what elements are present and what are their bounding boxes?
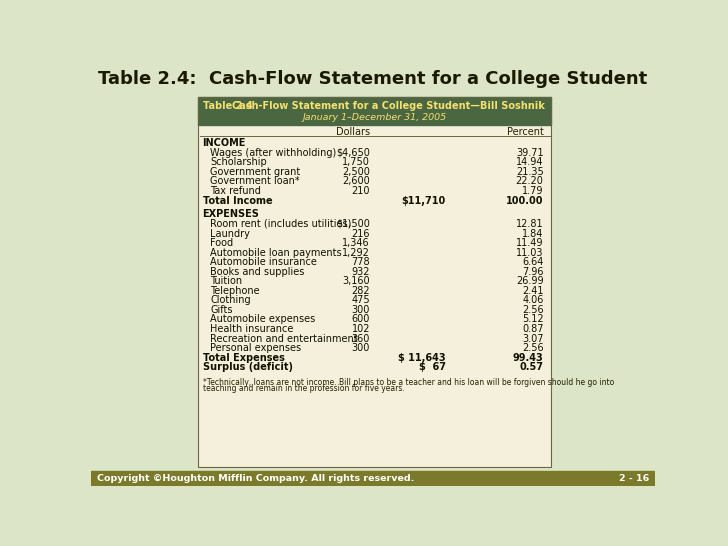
Text: 7.96: 7.96 [522,266,544,277]
Text: 3.07: 3.07 [522,334,544,343]
Text: $ 11,643: $ 11,643 [398,353,446,363]
Text: 1,750: 1,750 [342,157,370,168]
Text: Laundry: Laundry [210,229,250,239]
Text: 932: 932 [352,266,370,277]
Text: Automobile expenses: Automobile expenses [210,314,316,324]
Bar [91,471,655,486]
Text: Automobile loan payments: Automobile loan payments [210,248,342,258]
Text: EXPENSES: EXPENSES [202,210,259,219]
Text: Telephone: Telephone [210,286,260,296]
Text: 1.84: 1.84 [522,229,544,239]
Bar [198,97,551,125]
Text: 14.94: 14.94 [516,157,544,168]
Text: 4.06: 4.06 [522,295,544,305]
Text: 2.56: 2.56 [522,343,544,353]
Text: 1,292: 1,292 [342,248,370,258]
Text: 11.49: 11.49 [516,238,544,248]
Text: Tuition: Tuition [210,276,242,286]
Text: Government loan*: Government loan* [210,176,300,187]
Text: Books and supplies: Books and supplies [210,266,305,277]
Text: 99.43: 99.43 [513,353,544,363]
Text: Food: Food [210,238,234,248]
Text: $4,650: $4,650 [336,148,370,158]
Text: Health insurance: Health insurance [210,324,293,334]
Text: 11.03: 11.03 [516,248,544,258]
Text: 5.12: 5.12 [522,314,544,324]
Bar [198,97,551,467]
Text: $  67: $ 67 [419,362,446,372]
Text: Table 2.4: Table 2.4 [202,102,259,111]
Text: 0.87: 0.87 [522,324,544,334]
Text: 778: 778 [352,257,370,267]
Text: Personal expenses: Personal expenses [210,343,301,353]
Text: 102: 102 [352,324,370,334]
Text: Wages (after withholding): Wages (after withholding) [210,148,336,158]
Text: January 1–December 31, 2005: January 1–December 31, 2005 [303,112,447,122]
Text: 300: 300 [352,305,370,315]
Text: 26.99: 26.99 [516,276,544,286]
Text: 0.57: 0.57 [520,362,544,372]
Text: teaching and remain in the profession for five years.: teaching and remain in the profession fo… [202,384,404,394]
Text: Recreation and entertainment: Recreation and entertainment [210,334,358,343]
Text: $11,710: $11,710 [402,195,446,206]
Text: 1.79: 1.79 [522,186,544,196]
Text: Total Income: Total Income [202,195,272,206]
Text: 2 - 16: 2 - 16 [619,474,649,483]
Text: 2,600: 2,600 [342,176,370,187]
Text: Gifts: Gifts [210,305,233,315]
Text: 100.00: 100.00 [506,195,544,206]
Text: 2.41: 2.41 [522,286,544,296]
Text: Room rent (includes utilities): Room rent (includes utilities) [210,219,352,229]
Text: 282: 282 [352,286,370,296]
Text: 216: 216 [352,229,370,239]
Text: 2,500: 2,500 [342,167,370,177]
Text: Percent: Percent [507,127,544,136]
Text: *Technically, loans are not income. Bill plans to be a teacher and his loan will: *Technically, loans are not income. Bill… [202,378,614,387]
Text: 6.64: 6.64 [522,257,544,267]
Text: Government grant: Government grant [210,167,301,177]
Text: Total Expenses: Total Expenses [202,353,285,363]
Text: 21.35: 21.35 [516,167,544,177]
Text: 1,346: 1,346 [342,238,370,248]
Text: INCOME: INCOME [202,138,246,149]
Text: Cash-Flow Statement for a College Student—Bill Soshnik: Cash-Flow Statement for a College Studen… [232,102,545,111]
Text: Dollars: Dollars [336,127,370,136]
Text: 2.56: 2.56 [522,305,544,315]
Text: 300: 300 [352,343,370,353]
Text: Copyright ©Houghton Mifflin Company. All rights reserved.: Copyright ©Houghton Mifflin Company. All… [98,474,414,483]
Text: 600: 600 [352,314,370,324]
Text: $1,500: $1,500 [336,219,370,229]
Bar [198,97,551,467]
Text: Tax refund: Tax refund [210,186,261,196]
Text: Surplus (deficit): Surplus (deficit) [202,362,293,372]
Text: Table 2.4:  Cash-Flow Statement for a College Student: Table 2.4: Cash-Flow Statement for a Col… [98,70,648,88]
Text: 360: 360 [352,334,370,343]
Text: 210: 210 [352,186,370,196]
Text: 475: 475 [352,295,370,305]
Text: 12.81: 12.81 [516,219,544,229]
Text: 39.71: 39.71 [516,148,544,158]
Text: Clothing: Clothing [210,295,251,305]
Text: 3,160: 3,160 [342,276,370,286]
Text: 22.20: 22.20 [515,176,544,187]
Text: Automobile insurance: Automobile insurance [210,257,317,267]
Text: Scholarship: Scholarship [210,157,267,168]
